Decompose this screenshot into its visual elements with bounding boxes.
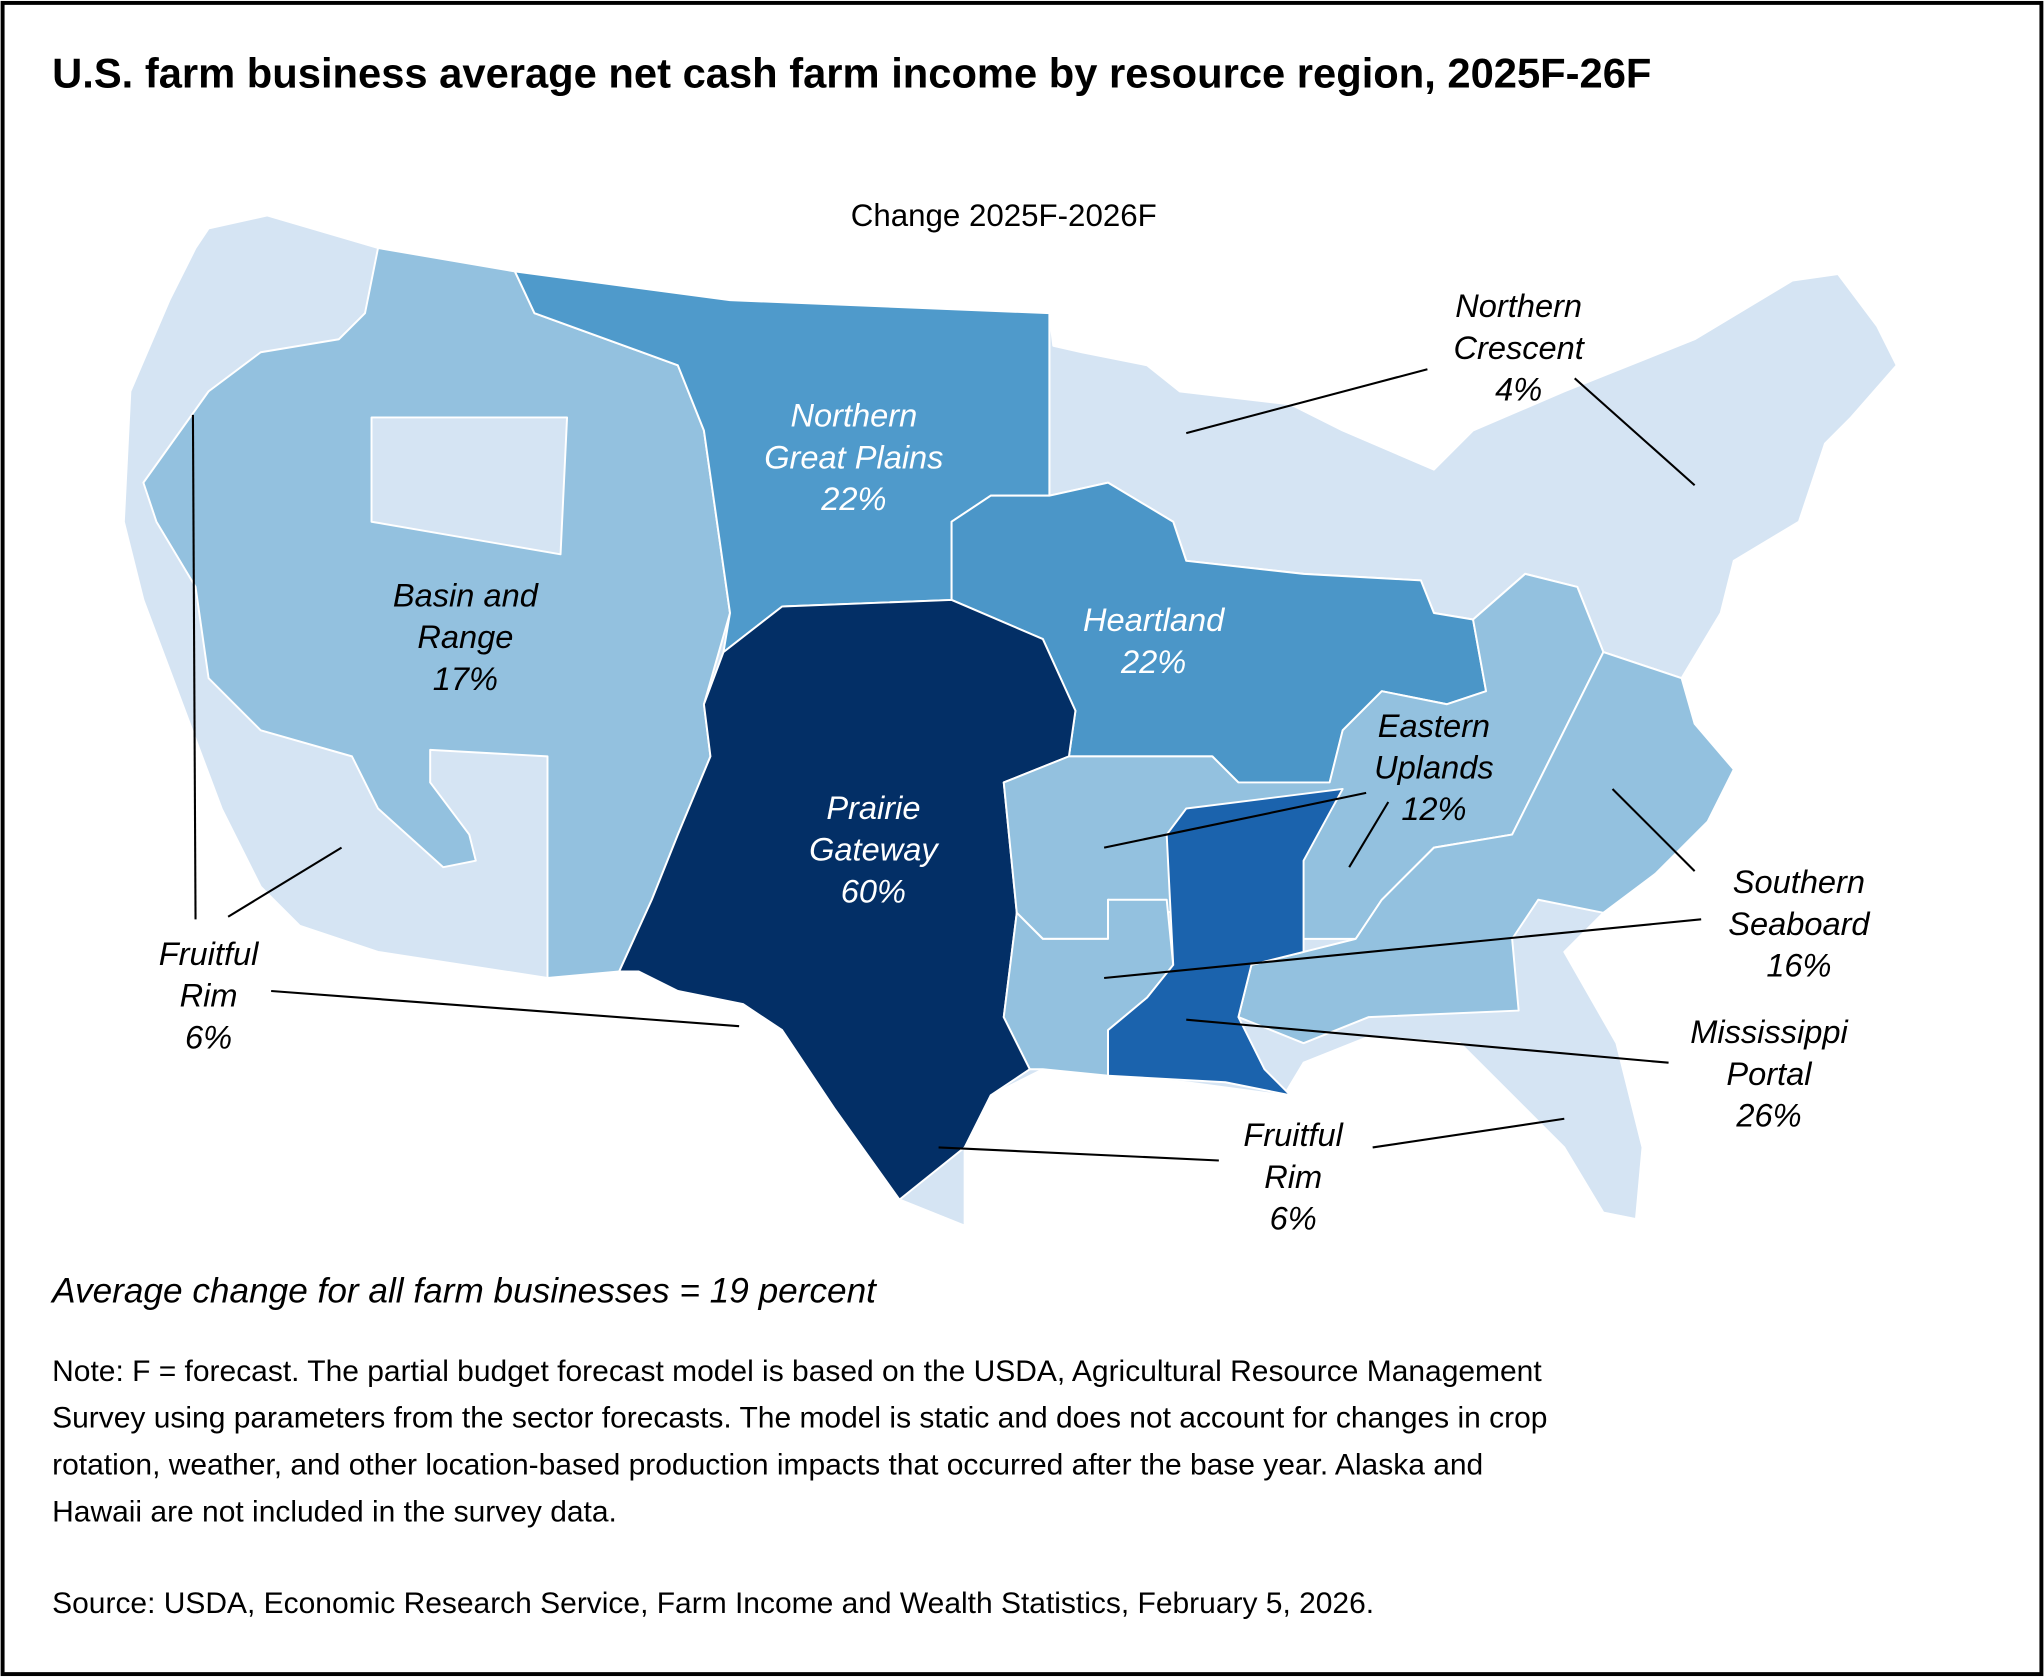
leader-line [938, 1146, 1219, 1162]
region-name: Northern [790, 398, 917, 434]
region-name: Heartland [1083, 602, 1225, 638]
leader-line [271, 989, 740, 1028]
leader-line [1372, 1117, 1565, 1149]
title: U.S. farm business average net cash farm… [52, 50, 1651, 97]
region-name: Mississippi [1690, 1014, 1848, 1050]
note-line: rotation, weather, and other location-ba… [52, 1449, 1483, 1482]
region-name: Rim [1264, 1159, 1322, 1195]
region-name: Portal [1726, 1056, 1812, 1092]
region-name: Northern [1455, 288, 1582, 324]
region-name: Great Plains [764, 439, 943, 475]
note-line: Survey using parameters from the sector … [52, 1402, 1547, 1435]
source: Source: USDA, Economic Research Service,… [52, 1587, 1374, 1620]
note-line: Hawaii are not included in the survey da… [52, 1496, 617, 1529]
region-name: Range [417, 619, 513, 655]
region-value: 16% [1766, 948, 1831, 984]
leader-line [1104, 918, 1702, 980]
region-value: 22% [820, 481, 886, 517]
region-name: Eastern [1378, 708, 1490, 744]
region-value: 17% [433, 661, 498, 697]
region-value: 12% [1401, 791, 1466, 827]
region [618, 598, 1077, 1201]
average-note: Average change for all farm businesses =… [50, 1272, 877, 1311]
leader-line [1611, 788, 1696, 872]
region [1107, 787, 1344, 1097]
region-name: Basin and [393, 577, 539, 613]
region-layer [122, 214, 1898, 1227]
leader-layer [191, 368, 1702, 1162]
region-value: 26% [1735, 1098, 1801, 1134]
leader-line [1574, 377, 1696, 487]
note-line: Note: F = forecast. The partial budget f… [52, 1355, 1542, 1388]
label-layer: Basin and Range 17% Northern Great Plains 22%… [159, 288, 1871, 1237]
region-fruitful-rim [370, 416, 569, 556]
note-block: Note: F = forecast. The partial budget f… [52, 1355, 1547, 1529]
region-value: 6% [185, 1019, 232, 1055]
leader-line [1103, 791, 1367, 849]
region-value: 6% [1270, 1201, 1317, 1237]
leader-line [1185, 368, 1428, 435]
region [1237, 651, 1735, 1045]
region-name: Southern [1733, 864, 1865, 900]
region-name: Rim [180, 978, 238, 1014]
region-value: 60% [841, 873, 906, 909]
leader-line [1348, 801, 1390, 868]
region-name: Gateway [809, 832, 939, 868]
leader-line [1186, 1018, 1669, 1064]
region-value: 4% [1495, 372, 1542, 408]
region-name: Uplands [1374, 750, 1494, 786]
leader-line [191, 414, 197, 920]
map-subtitle: Change 2025F-2026F [851, 198, 1157, 233]
region-name: Prairie [826, 790, 920, 826]
region-name: Crescent [1453, 330, 1585, 366]
region-name: Fruitful [159, 936, 259, 972]
region-name: Seaboard [1728, 906, 1870, 942]
leader-line [227, 846, 343, 918]
region-name: Fruitful [1243, 1117, 1343, 1153]
region-value: 22% [1120, 644, 1186, 680]
